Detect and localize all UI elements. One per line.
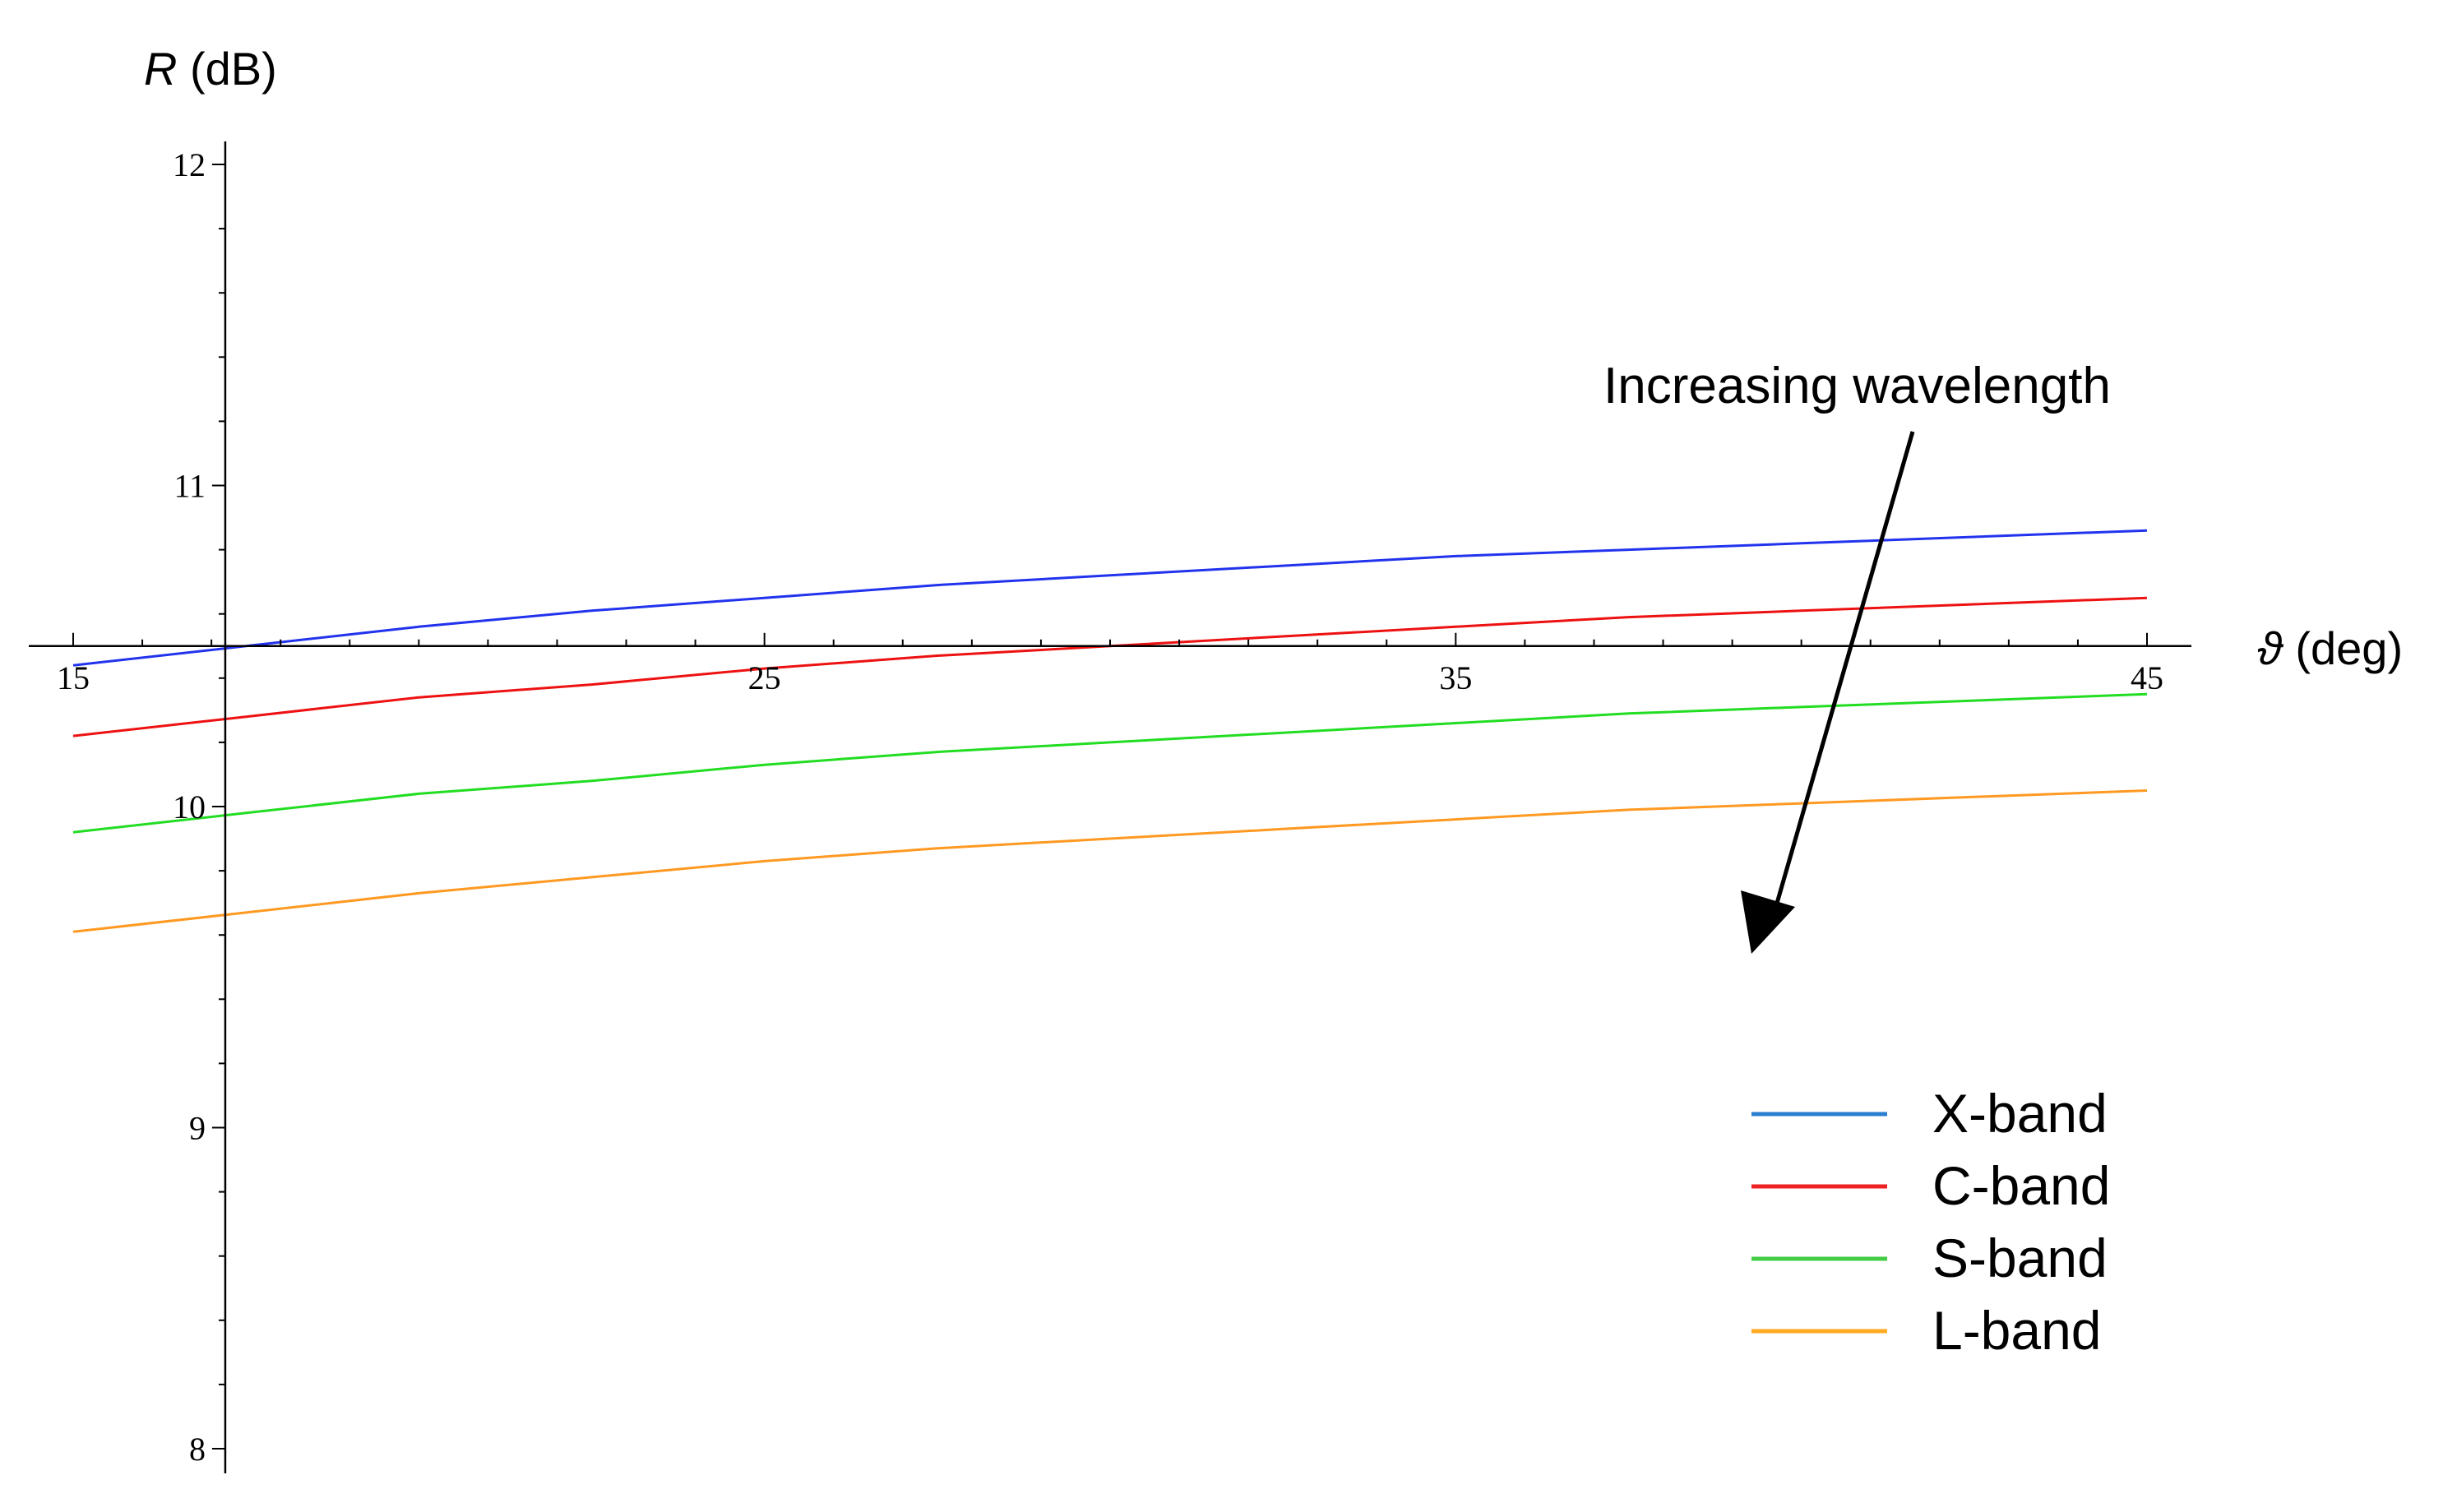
series-line-l-band bbox=[72, 789, 2148, 933]
annotation-arrow-head bbox=[1741, 890, 1795, 954]
annotation-text: Increasing wavelength bbox=[1603, 358, 2111, 414]
y-tick-label: 8 bbox=[189, 1431, 206, 1468]
x-tick-label: 25 bbox=[748, 659, 781, 696]
legend-label-x-band: X-band bbox=[1932, 1083, 2108, 1144]
series-layer bbox=[72, 529, 2148, 933]
x-axis-title: ϑ (deg) bbox=[2257, 622, 2403, 674]
legend-label-l-band: L-band bbox=[1932, 1300, 2102, 1361]
series-line-x-band bbox=[72, 529, 2148, 667]
y-tick-label: 10 bbox=[173, 788, 206, 825]
series-line-c-band bbox=[72, 596, 2148, 738]
ticks-layer: 15 25 35 45 8 9 10 11 12 bbox=[57, 146, 2163, 1468]
y-axis-unit: (dB) bbox=[177, 43, 276, 95]
y-axis-title: R (dB) bbox=[144, 43, 277, 95]
x-tick-label: 35 bbox=[1439, 659, 1472, 696]
y-axis-variable: R bbox=[144, 43, 177, 95]
legend-label-s-band: S-band bbox=[1932, 1228, 2108, 1288]
x-tick-label: 15 bbox=[57, 659, 90, 696]
y-tick-label: 12 bbox=[173, 146, 206, 183]
y-tick-label: 11 bbox=[174, 468, 206, 505]
y-tick-label: 9 bbox=[189, 1110, 206, 1147]
legend-label-c-band: C-band bbox=[1932, 1155, 2110, 1216]
axes-layer bbox=[29, 141, 2191, 1473]
x-axis-unit: (deg) bbox=[2283, 622, 2403, 674]
x-axis-variable: ϑ bbox=[2257, 622, 2284, 674]
x-tick-label: 45 bbox=[2131, 659, 2163, 696]
series-line-s-band bbox=[72, 692, 2148, 834]
annotation-arrow-shaft bbox=[1774, 431, 1915, 907]
wavelength-annotation: Increasing wavelength bbox=[1603, 358, 2111, 954]
legend: X-band C-band S-band L-band bbox=[1751, 1083, 2110, 1361]
